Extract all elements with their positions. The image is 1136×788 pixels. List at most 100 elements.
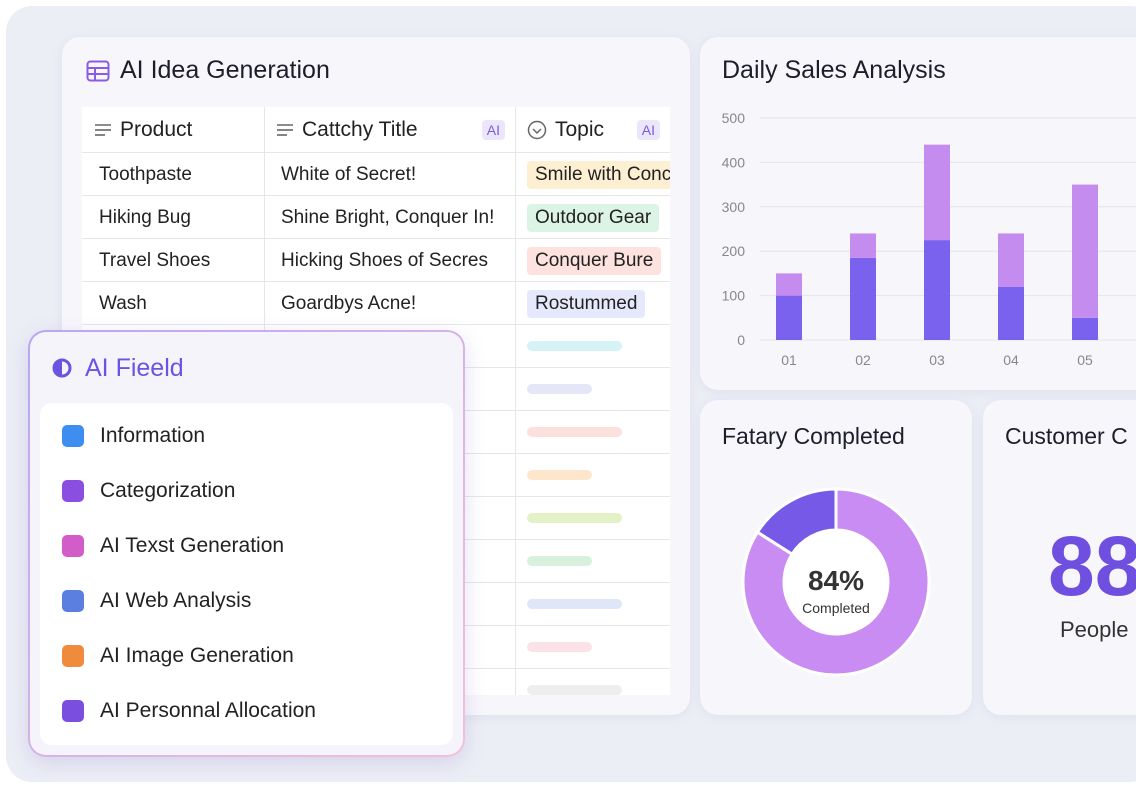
column-label: Topic [555,118,605,141]
donut-slice [741,487,931,677]
column-header: Topic AI [515,107,670,153]
customer-card: Customer C 88 People [983,400,1136,715]
table-cell: Travel Shoes [82,239,264,282]
placeholder-bar [527,556,592,566]
topic-tag: Conquer Bure [527,246,662,275]
customer-unit: People [1060,617,1129,642]
column-divider [515,107,516,695]
table-cell: Smile with Conc [515,153,670,196]
column-icon [94,123,112,137]
ai-field-list: Information Categorization AI Texst Genera… [40,403,453,745]
cell-text: Hicking Shoes of Secres [281,249,488,271]
ai-field-panel: AI Fieeld Information Categorization AI Te… [28,330,465,757]
bar-segment [850,233,876,258]
bar-segment [998,286,1024,340]
item-icon [62,425,84,447]
y-tick-label: 100 [722,288,746,304]
table-icon [86,60,110,82]
donut-slice [755,487,838,557]
bar-segment [1072,317,1098,340]
column-label: Product [120,118,193,141]
ai-badge: AI [481,120,505,140]
placeholder-bar [527,513,622,523]
item-icon [62,480,84,502]
cell-text: Wash [99,292,147,314]
item-label: Categorization [100,479,236,502]
table-cell: Outdoor Gear [515,196,670,239]
x-tick-label: 05 [1077,352,1093,368]
row-divider [82,195,670,196]
item-label: AI Texst Generation [100,534,285,557]
row-divider [82,238,670,239]
y-tick-label: 200 [722,243,746,259]
bar-segment [850,257,876,340]
topic-tag: Rostummed [527,289,646,318]
bar-chart: 0 100 200 300 400 500 01 02 03 04 05 [722,110,1136,368]
placeholder-bar [527,685,622,695]
table-cell: Toothpaste [82,153,264,196]
cell-text: White of Secret! [281,163,417,185]
y-tick-label: 0 [737,332,745,348]
cell-text: Travel Shoes [99,249,211,271]
placeholder-bar [527,341,622,351]
item-label: AI Image Generation [100,644,294,667]
table-cell: Hiking Bug [82,196,264,239]
table-cell: Shine Bright, Conquer In! [264,196,515,239]
row-divider [82,324,670,325]
item-label: AI Personnal Allocation [100,699,316,722]
row-divider [82,281,670,282]
item-icon [62,700,84,722]
cell-text: Goardbys Acne! [281,292,417,314]
cell-text: Shine Bright, Conquer In! [281,206,495,228]
completion-card: Fatary Completed 84% Completed [700,400,972,715]
bar-segment [924,144,950,241]
x-tick-label: 04 [1003,352,1019,368]
x-tick-label: 01 [781,352,797,368]
panel-title: AI Fieeld [85,354,184,382]
cell-text: Hiking Bug [99,206,191,228]
chart-title: Fatary Completed [722,423,905,449]
table-cell: Goardbys Acne! [264,282,515,325]
column-icon [276,123,294,137]
placeholder-bar [527,642,592,652]
table-cell: Wash [82,282,264,325]
item-label: AI Web Analysis [100,589,252,612]
placeholder-bar [527,470,592,480]
ai-field-icon [52,358,72,378]
item-icon [62,590,84,612]
placeholder-bar [527,427,622,437]
bar-segment [924,240,950,340]
table-cell: White of Secret! [264,153,515,196]
card-title: AI Idea Generation [120,56,330,84]
chart-title: Daily Sales Analysis [722,56,946,84]
bar-segment [1072,184,1098,318]
column-header: Product [82,107,264,153]
donut-hole [785,531,887,633]
cell-text: Toothpaste [99,163,192,185]
item-label: Information [100,424,206,447]
table-cell: Rostummed [515,282,670,325]
donut-chart: 84% Completed [741,487,931,677]
card-title: Customer C [1005,423,1128,449]
bar-segment [776,295,802,340]
column-icon [527,120,547,140]
bar-segment [998,233,1024,287]
placeholder-bar [527,599,622,609]
customer-count: 88 [1048,519,1136,613]
item-icon [62,535,84,557]
column-label: Cattchy Title [302,118,418,141]
center-value: 84% [808,565,864,596]
column-header: Cattchy Title AI [264,107,515,153]
ai-badge: AI [636,120,660,140]
placeholder-bar [527,384,592,394]
table-cell: Hicking Shoes of Secres [264,239,515,282]
center-text: Completed [802,600,870,616]
topic-tag: Outdoor Gear [527,203,660,232]
sales-card: Daily Sales Analysis 0 100 200 300 400 500 01 0… [700,37,1136,390]
table-cell: Conquer Bure [515,239,670,282]
topic-tag: Smile with Conc [527,160,670,189]
y-tick-label: 500 [722,110,746,126]
y-tick-label: 300 [722,199,746,215]
y-tick-label: 400 [722,154,746,170]
